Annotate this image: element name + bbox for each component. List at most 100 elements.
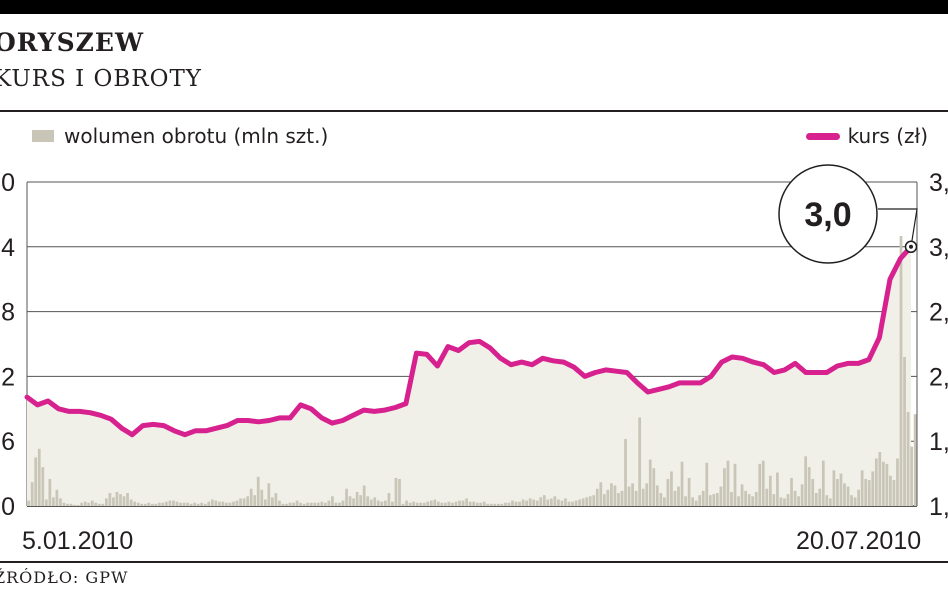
volume-bar: [652, 468, 656, 506]
volume-bar: [535, 500, 539, 506]
volume-bar: [210, 499, 214, 506]
volume-bar: [500, 503, 504, 506]
volume-bar: [59, 498, 62, 506]
volume-bar: [391, 501, 394, 506]
volume-bar: [376, 500, 380, 506]
volume-bar: [659, 493, 663, 506]
volume-bar: [684, 496, 687, 506]
volume-bar: [242, 498, 246, 506]
volume-bar: [454, 501, 458, 506]
volume-bar: [150, 503, 154, 506]
volume-bar: [479, 502, 483, 506]
chart-title: ORYSZEW: [0, 28, 145, 57]
volume-bar: [645, 483, 649, 506]
volume-bar: [451, 502, 454, 506]
top-bar: [0, 0, 948, 14]
volume-bar: [422, 502, 426, 506]
volume-bar: [673, 490, 677, 506]
volume-bar: [634, 490, 638, 506]
volume-bar: [165, 501, 168, 506]
volume-bar: [419, 502, 423, 506]
right-tick-label: 1,: [929, 428, 948, 456]
volume-bar: [126, 493, 129, 506]
volume-bar: [172, 500, 175, 506]
volume-bars: [27, 236, 917, 506]
volume-bar: [507, 502, 511, 506]
volume-bar: [267, 483, 271, 506]
volume-bar: [97, 503, 101, 506]
volume-bar: [475, 502, 479, 506]
price-line-path: [24, 244, 914, 438]
price-callout: 3,0: [778, 164, 918, 264]
footer-divider: [0, 561, 948, 563]
volume-bar: [278, 500, 281, 506]
volume-bar: [542, 495, 546, 506]
volume-bar: [440, 502, 444, 506]
volume-bar: [525, 500, 529, 506]
volume-bar: [461, 500, 465, 506]
volume-bar: [694, 500, 698, 506]
volume-bar: [708, 495, 712, 506]
volume-bar: [274, 493, 278, 506]
volume-bar: [380, 501, 384, 506]
volume-bar: [850, 495, 853, 506]
volume-bar: [899, 236, 903, 506]
volume-bar: [105, 498, 108, 506]
volume-bar: [366, 496, 370, 506]
volume-bar: [595, 488, 599, 506]
volume-bar: [76, 504, 80, 506]
volume-bar: [299, 502, 302, 506]
volume-bar: [412, 501, 415, 506]
volume-bar: [327, 500, 331, 506]
volume-bar: [352, 498, 355, 506]
volume-bar: [560, 500, 564, 506]
volume-bar: [571, 501, 574, 506]
volume-bar: [574, 500, 578, 506]
volume-bar: [715, 493, 719, 506]
volume-bar: [892, 480, 896, 506]
volume-bar: [436, 501, 440, 506]
volume-bar: [843, 483, 846, 506]
volume-bar: [394, 477, 398, 506]
volume-bar: [122, 496, 126, 506]
legend-price: kurs (zł): [805, 124, 928, 148]
volume-bar: [638, 417, 642, 506]
volume-bar: [90, 500, 94, 506]
volume-bar: [814, 493, 818, 506]
volume-bar: [228, 502, 232, 506]
volume-bar: [687, 477, 691, 506]
volume-bar: [648, 459, 652, 506]
volume-bar: [497, 503, 500, 506]
volume-bar: [864, 479, 868, 506]
callout-leader: [878, 208, 918, 247]
left-tick-label: 18: [0, 299, 15, 327]
volume-bar: [486, 503, 490, 506]
volume-bar: [218, 501, 221, 506]
volume-bar: [744, 490, 747, 506]
volume-bar: [896, 458, 899, 506]
volume-bar: [871, 471, 875, 506]
volume-bar: [881, 461, 885, 506]
volume-bar: [408, 502, 412, 506]
volume-bar: [270, 497, 274, 506]
right-tick-label: 2,: [929, 363, 948, 391]
volume-bar: [387, 493, 391, 506]
volume-bar: [489, 503, 493, 506]
volume-bar: [119, 494, 122, 506]
volume-bar: [606, 489, 610, 506]
volume-bar: [447, 501, 451, 506]
legend-price-swatch: [805, 132, 840, 140]
right-tick-label: 3,: [929, 234, 948, 262]
volume-bar: [313, 502, 317, 506]
volume-bar: [331, 496, 334, 506]
volume-bar: [511, 500, 514, 506]
volume-bar: [355, 491, 359, 506]
volume-bar: [874, 458, 878, 506]
volume-bar: [221, 501, 225, 506]
volume-bar: [246, 496, 249, 506]
volume-bar: [758, 463, 762, 506]
volume-bar: [295, 500, 299, 506]
volume-bar: [550, 498, 553, 506]
volume-bar: [846, 486, 850, 506]
